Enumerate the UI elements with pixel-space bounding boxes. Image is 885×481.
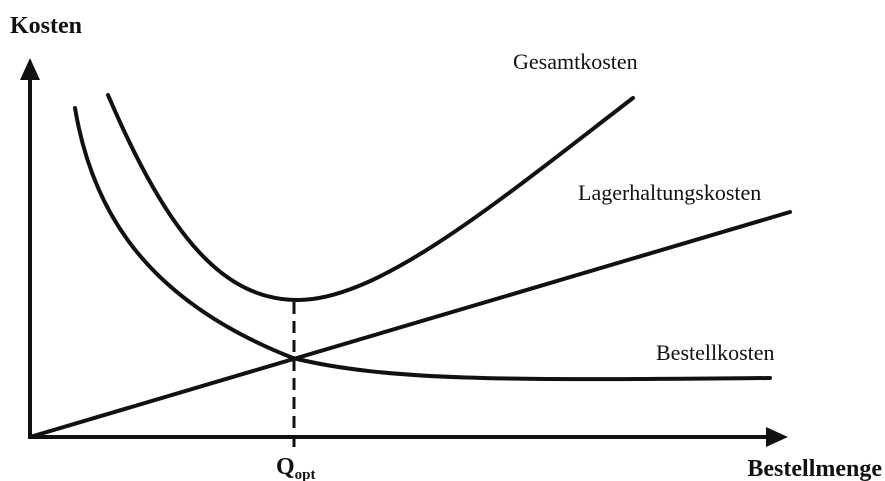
total-cost-label: Gesamtkosten bbox=[513, 49, 638, 74]
ordering-cost-label: Bestellkosten bbox=[656, 340, 775, 365]
optimum-sub: opt bbox=[295, 467, 316, 481]
optimum-main: Q bbox=[276, 454, 295, 480]
x-axis-label: Bestellmenge bbox=[747, 456, 882, 481]
holding-cost-line bbox=[28, 210, 792, 439]
x-axis-arrow bbox=[766, 427, 788, 447]
y-axis-arrow bbox=[20, 58, 40, 80]
y-axis-label: Kosten bbox=[10, 13, 82, 39]
ordering-cost-curve bbox=[73, 106, 772, 382]
total-cost-curve bbox=[106, 93, 635, 303]
holding-cost-label: Lagerhaltungskosten bbox=[578, 180, 761, 205]
optimum-label: Qopt bbox=[276, 454, 316, 481]
